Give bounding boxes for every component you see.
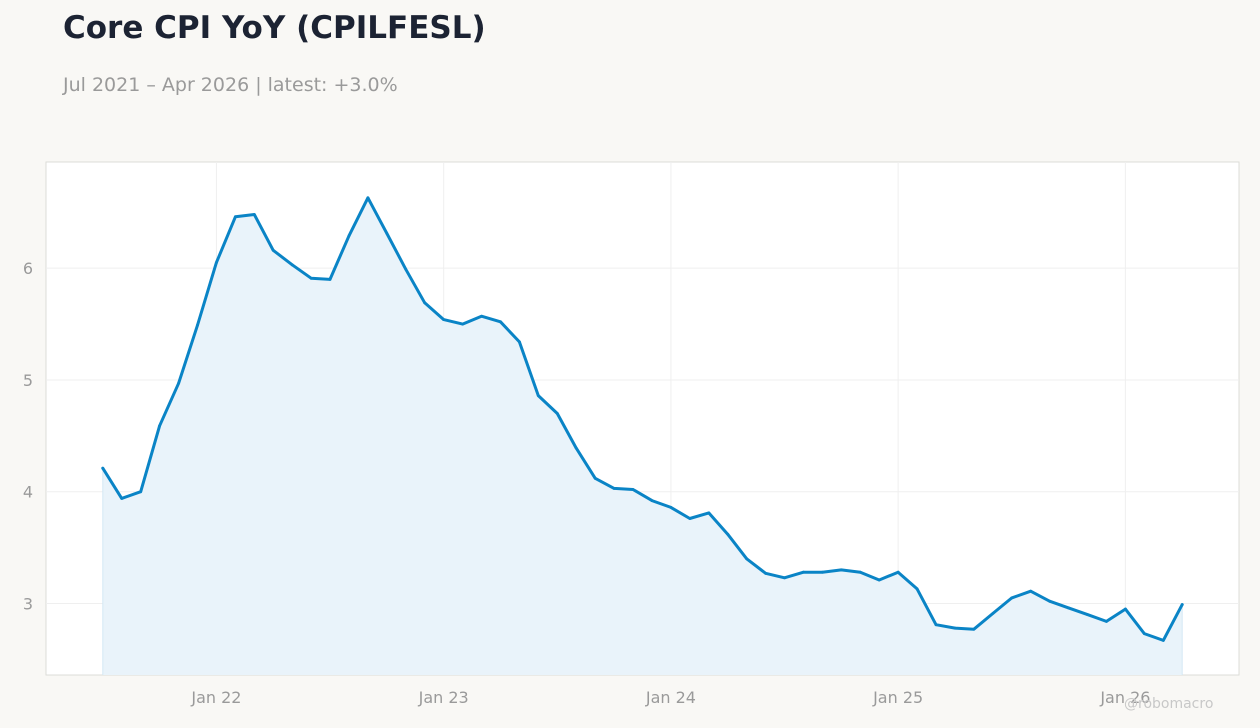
x-tick-label: Jan 23 <box>418 688 469 707</box>
x-tick-label: Jan 24 <box>645 688 696 707</box>
series-line <box>101 196 1184 642</box>
x-tick-label: Jan 26 <box>1099 688 1150 707</box>
chart-title: Core CPI YoY (CPILFESL) <box>63 10 486 46</box>
y-tick-label: 5 <box>23 371 33 390</box>
x-tick-label: Jan 25 <box>872 688 923 707</box>
area-fill <box>102 197 1183 676</box>
y-tick-label: 3 <box>23 594 33 613</box>
y-tick-label: 4 <box>23 483 33 502</box>
watermark: @robomacro <box>1124 696 1214 712</box>
chart-subtitle: Jul 2021 – Apr 2026 | latest: +3.0% <box>63 74 398 96</box>
y-tick-label: 6 <box>23 259 33 278</box>
y-axis-ticks: 3 4 5 6 <box>23 259 33 613</box>
x-axis-ticks: Jan 22 Jan 23 Jan 24 Jan 25 Jan 26 <box>190 688 1150 707</box>
x-tick-label: Jan 22 <box>190 688 241 707</box>
